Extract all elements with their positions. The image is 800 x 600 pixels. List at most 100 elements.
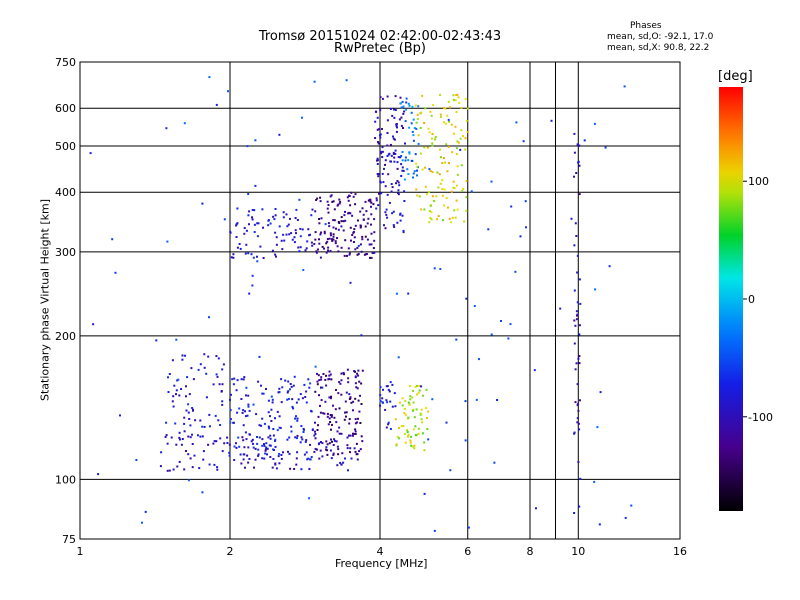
- data-point: [376, 163, 379, 165]
- data-point: [188, 418, 191, 420]
- data-point: [380, 152, 383, 155]
- data-point: [360, 382, 363, 385]
- data-point: [336, 430, 339, 433]
- data-point: [426, 417, 428, 419]
- data-point: [247, 394, 250, 397]
- data-point: [416, 393, 419, 396]
- data-point: [442, 219, 444, 222]
- data-point: [267, 219, 270, 222]
- data-point: [350, 457, 353, 460]
- data-point: [416, 118, 419, 120]
- data-point: [419, 152, 422, 155]
- data-point: [377, 141, 380, 143]
- data-point: [270, 395, 273, 398]
- chart-subtitle: RwPretec (Bp): [333, 41, 427, 56]
- data-point: [307, 457, 310, 460]
- data-point: [238, 445, 241, 448]
- data-point: [181, 354, 184, 357]
- data-point: [344, 210, 346, 213]
- data-point: [457, 96, 460, 99]
- data-point: [349, 281, 352, 284]
- data-point: [293, 236, 296, 239]
- data-point: [379, 136, 382, 139]
- x-tick-label: 2: [227, 545, 234, 558]
- data-point: [339, 461, 342, 464]
- data-point: [340, 372, 343, 375]
- data-point: [410, 435, 412, 438]
- data-point: [294, 436, 297, 439]
- x-axis-label: Frequency [MHz]: [335, 557, 428, 570]
- data-point: [242, 409, 245, 412]
- data-point: [450, 190, 453, 193]
- data-point: [373, 251, 376, 254]
- data-point: [242, 424, 245, 427]
- gridlines: [80, 62, 680, 539]
- data-point: [236, 379, 239, 382]
- data-point: [350, 239, 352, 242]
- data-point: [331, 423, 333, 426]
- data-point: [465, 180, 468, 182]
- data-point: [172, 405, 175, 408]
- data-point: [409, 398, 412, 401]
- data-point: [421, 421, 424, 424]
- data-point: [441, 194, 444, 197]
- data-point: [352, 231, 355, 233]
- data-point: [326, 238, 329, 240]
- data-point: [361, 369, 364, 372]
- data-point: [229, 421, 232, 424]
- data-point: [372, 203, 375, 206]
- data-point: [242, 378, 245, 381]
- data-point: [459, 137, 462, 140]
- data-point: [445, 421, 448, 424]
- data-point: [386, 385, 389, 388]
- data-point: [456, 165, 459, 168]
- data-point: [429, 110, 432, 113]
- data-point: [417, 134, 420, 137]
- data-point: [411, 445, 414, 448]
- data-point: [338, 426, 341, 429]
- data-point: [228, 454, 231, 457]
- data-point: [363, 253, 366, 256]
- data-point: [401, 151, 404, 153]
- data-point: [353, 447, 356, 450]
- data-point: [415, 121, 418, 124]
- data-point: [370, 205, 372, 208]
- data-point: [261, 208, 264, 211]
- data-point: [295, 232, 297, 235]
- data-point: [361, 207, 364, 210]
- data-point: [208, 463, 211, 466]
- data-point: [323, 247, 325, 250]
- data-point: [384, 408, 387, 411]
- data-point: [570, 217, 573, 220]
- data-point: [318, 379, 321, 382]
- data-point: [346, 444, 349, 447]
- data-point: [338, 198, 341, 201]
- data-point: [281, 248, 284, 251]
- data-point: [254, 139, 257, 142]
- data-point: [266, 453, 268, 456]
- data-point: [247, 193, 250, 195]
- data-point: [355, 453, 358, 456]
- data-point: [282, 451, 284, 454]
- data-point: [199, 363, 202, 366]
- data-point: [399, 96, 402, 99]
- data-point: [392, 224, 395, 227]
- data-point: [355, 442, 358, 445]
- data-point: [246, 145, 249, 148]
- data-point: [577, 161, 580, 164]
- data-point: [450, 123, 453, 126]
- data-point: [318, 238, 320, 241]
- data-point: [244, 410, 246, 413]
- data-point: [280, 454, 283, 456]
- data-point: [216, 468, 219, 471]
- data-point: [439, 113, 442, 116]
- data-point: [385, 399, 388, 402]
- data-point: [314, 238, 317, 241]
- data-point: [213, 463, 216, 466]
- data-point: [233, 459, 236, 461]
- data-point: [333, 438, 336, 441]
- data-point: [436, 171, 439, 174]
- data-point: [452, 186, 455, 189]
- data-point: [172, 468, 175, 471]
- data-point: [257, 380, 260, 383]
